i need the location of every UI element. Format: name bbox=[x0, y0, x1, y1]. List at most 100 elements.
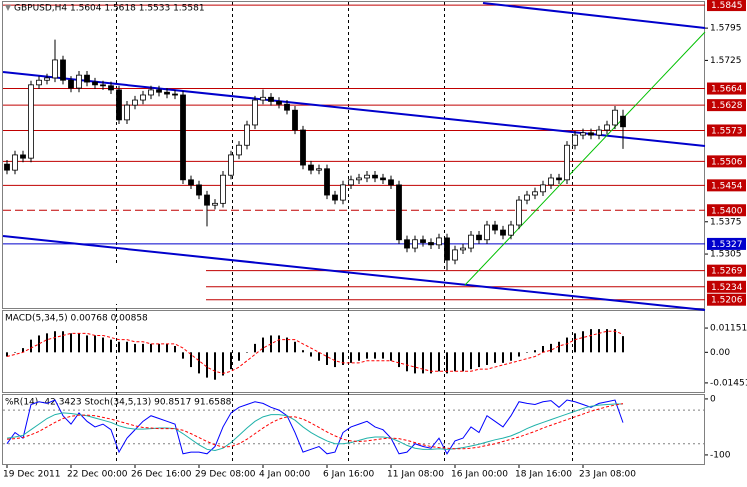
histogram-bar bbox=[358, 352, 360, 361]
histogram-bar bbox=[150, 343, 152, 353]
marks: GBPUSD,H4 1.5604 1.5618 1.5533 1.5581 1.5… bbox=[3, 0, 747, 480]
candle-body bbox=[140, 94, 146, 101]
candle-body bbox=[572, 134, 578, 146]
candle-body bbox=[468, 234, 474, 249]
level-label: 1.5506 bbox=[711, 157, 743, 167]
trend-lines bbox=[2, 2, 706, 311]
histogram-bar bbox=[230, 352, 232, 370]
candle-body bbox=[220, 174, 226, 204]
candle-body bbox=[36, 79, 42, 86]
histogram-bar bbox=[318, 352, 320, 361]
histogram-bar bbox=[214, 352, 216, 380]
y-tick-label: -100 bbox=[710, 450, 731, 460]
histogram-bar bbox=[502, 352, 504, 363]
candle-body bbox=[580, 132, 586, 136]
x-tick-label: 29 Dec 08:00 bbox=[195, 470, 256, 480]
candle-body bbox=[28, 84, 34, 159]
y-tick-label: -0.01451 bbox=[710, 378, 747, 388]
x-tick-label: 19 Dec 2011 bbox=[3, 470, 61, 480]
histogram-bar bbox=[46, 333, 48, 353]
candle-body bbox=[276, 101, 282, 105]
panel-title: %R(14) -42.3423 Stoch(34,5,13) 90.8517 9… bbox=[5, 398, 232, 408]
x-tick-label: 23 Jan 08:00 bbox=[579, 470, 636, 480]
candle-body bbox=[52, 59, 58, 79]
histogram-bar bbox=[238, 352, 240, 361]
support-line bbox=[464, 31, 706, 286]
candle-body bbox=[492, 224, 498, 231]
candle-body bbox=[292, 109, 298, 131]
candle-body bbox=[436, 237, 442, 246]
candle-body bbox=[20, 154, 26, 159]
candle-body bbox=[260, 96, 266, 101]
candle-body bbox=[172, 93, 178, 96]
histogram-bar bbox=[278, 335, 280, 353]
histogram-bar bbox=[62, 331, 64, 353]
candle-body bbox=[420, 239, 426, 243]
x-tick-label: 4 Jan 00:00 bbox=[259, 470, 311, 480]
histogram-bar bbox=[126, 341, 128, 353]
candle-body bbox=[252, 99, 258, 126]
histogram-bar bbox=[198, 352, 200, 374]
histogram-bar bbox=[558, 341, 560, 353]
period-separators bbox=[116, 2, 573, 464]
x-tick-label: 11 Jan 08:00 bbox=[387, 470, 444, 480]
level-label: 1.5234 bbox=[711, 283, 743, 293]
histogram-bar bbox=[446, 352, 448, 374]
histogram-bar bbox=[622, 336, 624, 353]
level-label: 1.5327 bbox=[711, 240, 743, 250]
histogram-bar bbox=[462, 352, 464, 372]
candle-body bbox=[4, 163, 10, 171]
candle-body bbox=[340, 184, 346, 201]
histogram-bar bbox=[262, 337, 264, 353]
candle-body bbox=[588, 132, 594, 136]
candle-body bbox=[156, 89, 162, 93]
histogram-bar bbox=[78, 333, 80, 353]
histogram-bar bbox=[534, 350, 536, 353]
candle-body bbox=[60, 59, 66, 81]
y-tick-label: 1.5795 bbox=[710, 24, 742, 34]
level-box bbox=[707, 99, 746, 112]
histogram-bar bbox=[438, 352, 440, 372]
histogram-bar bbox=[606, 329, 608, 353]
x-tick-label: 6 Jan 16:00 bbox=[323, 470, 375, 480]
histogram-bar bbox=[302, 350, 304, 353]
histogram-bar bbox=[470, 352, 472, 370]
histogram-bar bbox=[22, 348, 24, 353]
candle-body bbox=[500, 229, 506, 236]
candle-body bbox=[300, 129, 306, 166]
histogram-bar bbox=[414, 352, 416, 374]
main-panel-frame bbox=[2, 1, 705, 309]
level-label: 1.5628 bbox=[711, 101, 743, 111]
histogram-bar bbox=[102, 337, 104, 353]
candle-body bbox=[244, 124, 250, 146]
level-box bbox=[707, 124, 746, 137]
level-box bbox=[707, 280, 746, 293]
x-tick-label: 26 Dec 16:00 bbox=[131, 470, 192, 480]
candle-body bbox=[556, 177, 562, 181]
y-tick-label: 1.5725 bbox=[710, 56, 742, 66]
candle-body bbox=[164, 91, 170, 95]
level-box bbox=[707, 293, 746, 306]
candle-body bbox=[596, 129, 602, 136]
candle-body bbox=[196, 184, 202, 196]
candle-body bbox=[332, 194, 338, 201]
candle-body bbox=[284, 103, 290, 111]
histogram-bar bbox=[614, 329, 616, 353]
histogram-bar bbox=[158, 343, 160, 353]
histogram-bar bbox=[166, 343, 168, 353]
candle-body bbox=[524, 194, 530, 201]
level-box bbox=[707, 179, 746, 192]
candle-body bbox=[604, 124, 610, 131]
candle-body bbox=[484, 224, 490, 241]
histogram-bar bbox=[518, 352, 520, 357]
channel-line bbox=[482, 2, 706, 29]
candle-body bbox=[68, 79, 74, 89]
histogram-bar bbox=[38, 335, 40, 353]
histogram-bar bbox=[398, 352, 400, 368]
histogram-bar bbox=[134, 343, 136, 353]
level-box bbox=[707, 0, 746, 12]
histogram-bar bbox=[526, 352, 528, 353]
level-label: 1.5206 bbox=[711, 296, 743, 306]
histogram-bar bbox=[14, 352, 16, 353]
